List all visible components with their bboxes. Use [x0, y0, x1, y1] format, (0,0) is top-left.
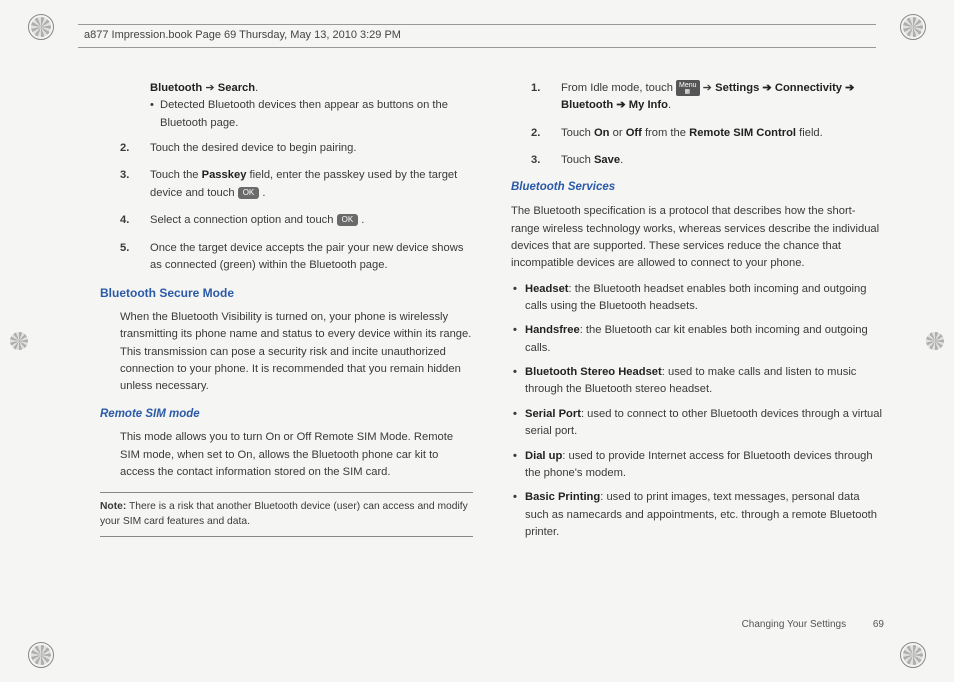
right-column: 1. From Idle mode, touch Menu▦ ➔ Setting…	[511, 80, 884, 632]
ok-button-icon: OK	[337, 214, 359, 226]
rstep-2: 2. Touch On or Off from the Remote SIM C…	[531, 125, 884, 142]
svc-headset: Headset: the Bluetooth headset enables b…	[511, 281, 884, 316]
section-remote-sim: Remote SIM mode	[100, 406, 473, 424]
menu-button-icon: Menu▦	[676, 80, 700, 96]
step-text: Touch the desired device to begin pairin…	[150, 142, 356, 154]
arrow-icon: ➔	[205, 82, 214, 94]
note-label: Note:	[100, 501, 126, 512]
ok-button-icon: OK	[238, 187, 260, 199]
step-text: Touch On or Off from the Remote SIM Cont…	[561, 127, 823, 139]
step-tail: .	[361, 214, 364, 226]
section-bt-services: Bluetooth Services	[511, 179, 884, 197]
svc-dialup: Dial up: used to provide Internet access…	[511, 448, 884, 483]
note-body: There is a risk that another Bluetooth d…	[100, 501, 468, 528]
services-list: Headset: the Bluetooth headset enables b…	[511, 281, 884, 542]
rstep-3: 3. Touch Save.	[531, 152, 884, 169]
step-num: 2.	[120, 140, 129, 157]
crop-mark-bl	[28, 642, 54, 668]
step-num: 3.	[120, 167, 129, 184]
svc-serial-port: Serial Port: used to connect to other Bl…	[511, 406, 884, 441]
svc-name: Basic Printing	[525, 491, 600, 503]
svc-handsfree: Handsfree: the Bluetooth car kit enables…	[511, 322, 884, 357]
section-bt-secure-mode: Bluetooth Secure Mode	[100, 284, 473, 303]
svc-basic-printing: Basic Printing: used to print images, te…	[511, 489, 884, 541]
remote-sim-body: This mode allows you to turn On or Off R…	[120, 429, 473, 481]
svc-intro: The Bluetooth specification is a protoco…	[511, 203, 884, 272]
step-text: Touch the Passkey field, enter the passk…	[150, 169, 457, 198]
doc-header: a877 Impression.book Page 69 Thursday, M…	[78, 24, 876, 48]
svc-name: Bluetooth Stereo Headset	[525, 366, 662, 378]
page-number: 69	[873, 619, 884, 630]
svc-name: Dial up	[525, 450, 562, 462]
svc-name: Serial Port	[525, 408, 581, 420]
continuation-line: Bluetooth ➔ Search.	[150, 80, 473, 97]
step-tail: .	[262, 187, 265, 199]
step-5: 5. Once the target device accepts the pa…	[120, 240, 473, 275]
bt-label: Bluetooth	[150, 82, 202, 94]
page-body: Bluetooth ➔ Search. Detected Bluetooth d…	[100, 80, 884, 632]
footer-section: Changing Your Settings	[742, 619, 847, 630]
step-text: Touch Save.	[561, 154, 623, 166]
svc-name: Headset	[525, 283, 569, 295]
svc-desc: : used to provide Internet access for Bl…	[525, 450, 873, 479]
arrow-icon: ➔	[703, 82, 715, 94]
rstep-1: 1. From Idle mode, touch Menu▦ ➔ Setting…	[531, 80, 884, 115]
crop-mark-tr	[900, 14, 926, 40]
side-mark-left	[10, 332, 28, 350]
secure-mode-body: When the Bluetooth Visibility is turned …	[120, 309, 473, 396]
step-4: 4. Select a connection option and touch …	[120, 212, 473, 229]
sub-bullet: Detected Bluetooth devices then appear a…	[150, 97, 473, 132]
step-pre: From Idle mode, touch	[561, 82, 676, 94]
step-2: 2. Touch the desired device to begin pai…	[120, 140, 473, 157]
left-steps: 2. Touch the desired device to begin pai…	[120, 140, 473, 274]
step-num: 5.	[120, 240, 129, 257]
doc-header-text: a877 Impression.book Page 69 Thursday, M…	[84, 29, 401, 41]
right-steps: 1. From Idle mode, touch Menu▦ ➔ Setting…	[531, 80, 884, 169]
period: .	[255, 82, 258, 94]
search-label: Search	[218, 82, 255, 94]
note-block: Note: There is a risk that another Bluet…	[100, 492, 473, 538]
svc-stereo-headset: Bluetooth Stereo Headset: used to make c…	[511, 364, 884, 399]
side-mark-right	[926, 332, 944, 350]
step-text: Once the target device accepts the pair …	[150, 242, 463, 271]
footer: Changing Your Settings 69	[742, 617, 884, 633]
step-3: 3. Touch the Passkey field, enter the pa…	[120, 167, 473, 202]
step-num: 2.	[531, 125, 540, 142]
crop-mark-tl	[28, 14, 54, 40]
step-num: 3.	[531, 152, 540, 169]
step-num: 4.	[120, 212, 129, 229]
step-num: 1.	[531, 80, 540, 97]
step-text: Select a connection option and touch	[150, 214, 337, 226]
crop-mark-br	[900, 642, 926, 668]
svc-name: Handsfree	[525, 324, 580, 336]
period: .	[668, 99, 671, 111]
left-column: Bluetooth ➔ Search. Detected Bluetooth d…	[100, 80, 473, 632]
svc-desc: : the Bluetooth headset enables both inc…	[525, 283, 866, 312]
